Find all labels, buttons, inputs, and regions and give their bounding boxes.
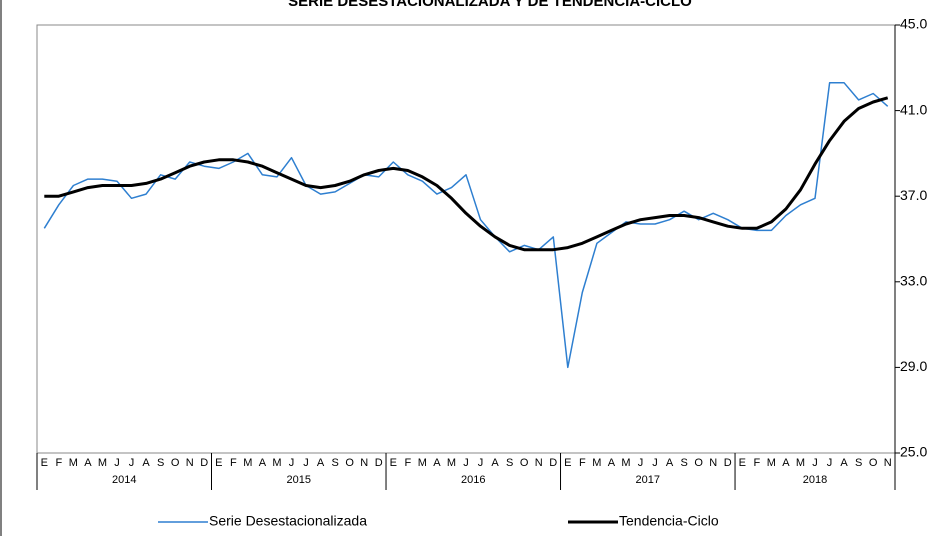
x-tick-label: A xyxy=(317,457,325,469)
x-tick-label: D xyxy=(375,457,383,469)
x-tick-label: J xyxy=(129,457,135,469)
x-tick-label: F xyxy=(230,457,237,469)
x-tick-label: J xyxy=(114,457,120,469)
legend-label: Tendencia-Ciclo xyxy=(619,513,719,529)
x-tick-label: O xyxy=(520,457,529,469)
x-tick-label: A xyxy=(608,457,616,469)
x-tick-label: N xyxy=(535,457,543,469)
x-tick-label: E xyxy=(564,457,571,469)
x-tick-label: N xyxy=(884,457,892,469)
x-tick-label: M xyxy=(272,457,281,469)
x-tick-label: E xyxy=(390,457,397,469)
x-group-label: 2015 xyxy=(287,474,311,486)
x-tick-label: M xyxy=(796,457,805,469)
x-tick-label: J xyxy=(463,457,469,469)
x-tick-label: A xyxy=(491,457,499,469)
x-tick-label: J xyxy=(638,457,644,469)
chart-title: SERIE DESESTACIONALIZADA Y DE TENDENCIA-… xyxy=(288,0,692,10)
x-tick-label: S xyxy=(680,457,687,469)
x-tick-label: A xyxy=(782,457,790,469)
x-tick-label: F xyxy=(55,457,62,469)
x-tick-label: J xyxy=(812,457,818,469)
x-tick-label: F xyxy=(579,457,586,469)
y-tick-label: 41.0 xyxy=(900,101,927,117)
x-group-label: 2016 xyxy=(461,474,485,486)
x-tick-label: J xyxy=(652,457,658,469)
x-tick-label: M xyxy=(447,457,456,469)
x-group-label: 2018 xyxy=(803,474,827,486)
x-tick-label: O xyxy=(345,457,354,469)
x-tick-label: A xyxy=(142,457,150,469)
x-tick-label: N xyxy=(186,457,194,469)
x-group-label: 2014 xyxy=(112,474,136,486)
plot-area xyxy=(36,24,896,454)
x-tick-label: A xyxy=(666,457,674,469)
x-tick-label: A xyxy=(433,457,441,469)
x-tick-label: M xyxy=(243,457,252,469)
series-line xyxy=(44,96,889,252)
x-tick-label: E xyxy=(739,457,746,469)
x-tick-label: D xyxy=(200,457,208,469)
x-tick-label: A xyxy=(259,457,267,469)
x-tick-label: S xyxy=(331,457,338,469)
x-tick-label: E xyxy=(215,457,222,469)
x-group-label: 2017 xyxy=(636,474,660,486)
x-tick-label: F xyxy=(753,457,760,469)
x-tick-label: A xyxy=(840,457,848,469)
x-tick-label: N xyxy=(360,457,368,469)
x-tick-label: S xyxy=(506,457,513,469)
x-tick-label: J xyxy=(827,457,833,469)
y-tick-label: 25.0 xyxy=(900,444,927,460)
y-tick-label: 33.0 xyxy=(900,273,927,289)
x-tick-label: M xyxy=(767,457,776,469)
x-tick-label: M xyxy=(592,457,601,469)
x-tick-label: M xyxy=(98,457,107,469)
x-tick-label: O xyxy=(869,457,878,469)
x-tick-label: J xyxy=(478,457,484,469)
x-tick-label: J xyxy=(289,457,295,469)
x-tick-label: A xyxy=(84,457,92,469)
y-tick-label: 29.0 xyxy=(900,358,927,374)
x-tick-label: M xyxy=(621,457,630,469)
x-tick-label: S xyxy=(157,457,164,469)
x-tick-label: O xyxy=(171,457,180,469)
x-tick-label: F xyxy=(404,457,411,469)
x-tick-label: N xyxy=(709,457,717,469)
x-tick-label: D xyxy=(549,457,557,469)
y-tick-label: 45.0 xyxy=(900,16,927,32)
y-tick-label: 37.0 xyxy=(900,187,927,203)
x-tick-label: E xyxy=(41,457,48,469)
legend-label: Serie Desestacionalizada xyxy=(209,513,367,529)
x-tick-label: M xyxy=(69,457,78,469)
x-tick-label: S xyxy=(855,457,862,469)
x-tick-label: O xyxy=(694,457,703,469)
x-tick-label: D xyxy=(724,457,732,469)
x-tick-label: J xyxy=(303,457,309,469)
x-tick-label: M xyxy=(418,457,427,469)
